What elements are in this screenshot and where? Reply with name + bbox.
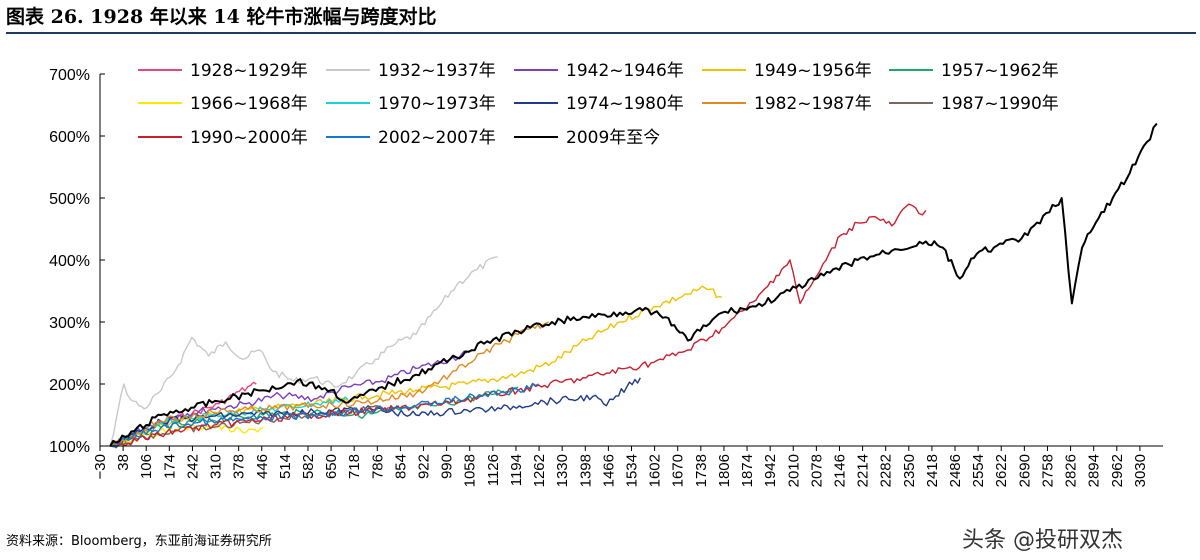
x-tick-label: 1602 bbox=[647, 454, 664, 487]
x-tick-label: 2214 bbox=[855, 454, 872, 487]
legend-label: 1932~1937年 bbox=[378, 61, 496, 81]
y-tick-label: 600% bbox=[49, 129, 90, 146]
x-tick-label: 242 bbox=[184, 454, 201, 479]
series-line-1942-1946 bbox=[109, 350, 468, 447]
legend-label: 1987~1990年 bbox=[941, 94, 1059, 114]
y-axis-ticks: 100% 200% 300% 400% 500% 600% 700% bbox=[49, 67, 105, 456]
y-tick-label: 100% bbox=[49, 439, 90, 456]
series-line-1982-1987 bbox=[109, 321, 549, 447]
x-tick-label: 2350 bbox=[901, 454, 918, 487]
x-tick-label: 1058 bbox=[462, 454, 479, 487]
legend-label: 1970~1973年 bbox=[378, 94, 496, 114]
x-tick-label: 2010 bbox=[785, 454, 802, 487]
y-tick-label: 500% bbox=[49, 191, 90, 208]
x-tick-label: 1398 bbox=[577, 454, 594, 487]
legend-label: 2009年至今 bbox=[566, 128, 660, 148]
x-tick-label: 2554 bbox=[970, 454, 987, 487]
series-line-1932-1937 bbox=[109, 256, 498, 447]
legend-label: 1957~1962年 bbox=[941, 61, 1059, 81]
series-line-1990-2000 bbox=[110, 203, 927, 449]
y-tick-label: 400% bbox=[49, 253, 90, 270]
x-tick-label: 2146 bbox=[831, 454, 848, 487]
x-tick-label: 174 bbox=[161, 454, 178, 479]
legend-label: 2002~2007年 bbox=[378, 128, 496, 148]
series-line-1949-1956 bbox=[109, 285, 723, 447]
x-tick-label: 2826 bbox=[1063, 454, 1080, 487]
series-line-2009 bbox=[109, 122, 1158, 447]
x-tick-label: 1806 bbox=[716, 454, 733, 487]
y-tick-label: 200% bbox=[49, 377, 90, 394]
x-tick-label: 1126 bbox=[485, 454, 502, 486]
y-tick-label: 700% bbox=[49, 67, 90, 84]
x-tick-label: 1534 bbox=[624, 454, 641, 487]
x-tick-label: 1466 bbox=[600, 454, 617, 487]
legend-label: 1928~1929年 bbox=[190, 61, 308, 81]
x-tick-label: 310 bbox=[208, 454, 225, 479]
x-tick-label: 1670 bbox=[670, 454, 687, 487]
x-tick-label: 106 bbox=[138, 454, 155, 479]
x-tick-label: 922 bbox=[416, 454, 433, 479]
x-tick-label: 2622 bbox=[993, 454, 1010, 487]
legend-label: 1974~1980年 bbox=[566, 94, 684, 114]
legend-label: 1942~1946年 bbox=[566, 61, 684, 81]
legend-label: 1966~1968年 bbox=[190, 94, 308, 114]
x-tick-label: 854 bbox=[392, 454, 409, 479]
legend-label: 1949~1956年 bbox=[754, 61, 872, 81]
x-tick-label: 2758 bbox=[1039, 454, 1056, 487]
x-tick-label: −30 bbox=[92, 454, 109, 479]
x-tick-label: 650 bbox=[323, 454, 340, 479]
x-tick-label: 1330 bbox=[554, 454, 571, 487]
legend-label: 1990~2000年 bbox=[190, 128, 308, 148]
x-tick-label: 2282 bbox=[878, 454, 895, 487]
x-tick-label: 2894 bbox=[1086, 454, 1103, 487]
x-tick-label: 2690 bbox=[1016, 454, 1033, 487]
series-line-1957-1962 bbox=[109, 386, 519, 447]
x-tick-label: 1942 bbox=[762, 454, 779, 487]
x-tick-label: 718 bbox=[346, 454, 363, 479]
series-layer bbox=[109, 122, 1158, 449]
x-tick-label: 446 bbox=[254, 454, 271, 479]
legend: 1928~1929年 1932~1937年 1942~1946年 1949~1956年… bbox=[138, 61, 1059, 148]
title-rule bbox=[6, 32, 1196, 34]
x-tick-label: 1194 bbox=[508, 454, 525, 486]
x-tick-label: 786 bbox=[369, 454, 386, 479]
x-tick-label: 582 bbox=[300, 454, 317, 479]
series-line-1987-1990 bbox=[109, 405, 400, 449]
x-axis-ticks: −30 38 106 174 242 310 378 446 514 582 650 718 786 85… bbox=[92, 446, 1149, 487]
x-tick-label: 1262 bbox=[531, 454, 548, 487]
x-tick-label: 38 bbox=[115, 454, 132, 471]
x-tick-label: 2962 bbox=[1109, 454, 1126, 487]
x-tick-label: 514 bbox=[277, 454, 294, 479]
x-tick-label: 2078 bbox=[808, 454, 825, 487]
watermark: 头条 @投研双杰 bbox=[962, 528, 1123, 553]
x-tick-label: 1738 bbox=[693, 454, 710, 487]
series-line-2002-2007 bbox=[110, 382, 539, 448]
x-tick-label: 2418 bbox=[924, 454, 941, 487]
x-tick-label: 3030 bbox=[1132, 454, 1149, 487]
x-tick-label: 990 bbox=[439, 454, 456, 479]
source-note: 资料来源：Bloomberg，东亚前海证券研究所 bbox=[6, 534, 272, 549]
series-line-1974-1980 bbox=[110, 377, 641, 448]
figure-title: 图表 26. 1928 年以来 14 轮牛市涨幅与跨度对比 bbox=[6, 6, 437, 28]
line-chart: 100% 200% 300% 400% 500% 600% 700% −30 38 106 174… bbox=[49, 61, 1163, 487]
legend-label: 1982~1987年 bbox=[754, 94, 872, 114]
x-tick-label: 2486 bbox=[947, 454, 964, 487]
x-tick-label: 378 bbox=[231, 454, 248, 479]
y-tick-label: 300% bbox=[49, 315, 90, 332]
x-tick-label: 1874 bbox=[739, 454, 756, 487]
